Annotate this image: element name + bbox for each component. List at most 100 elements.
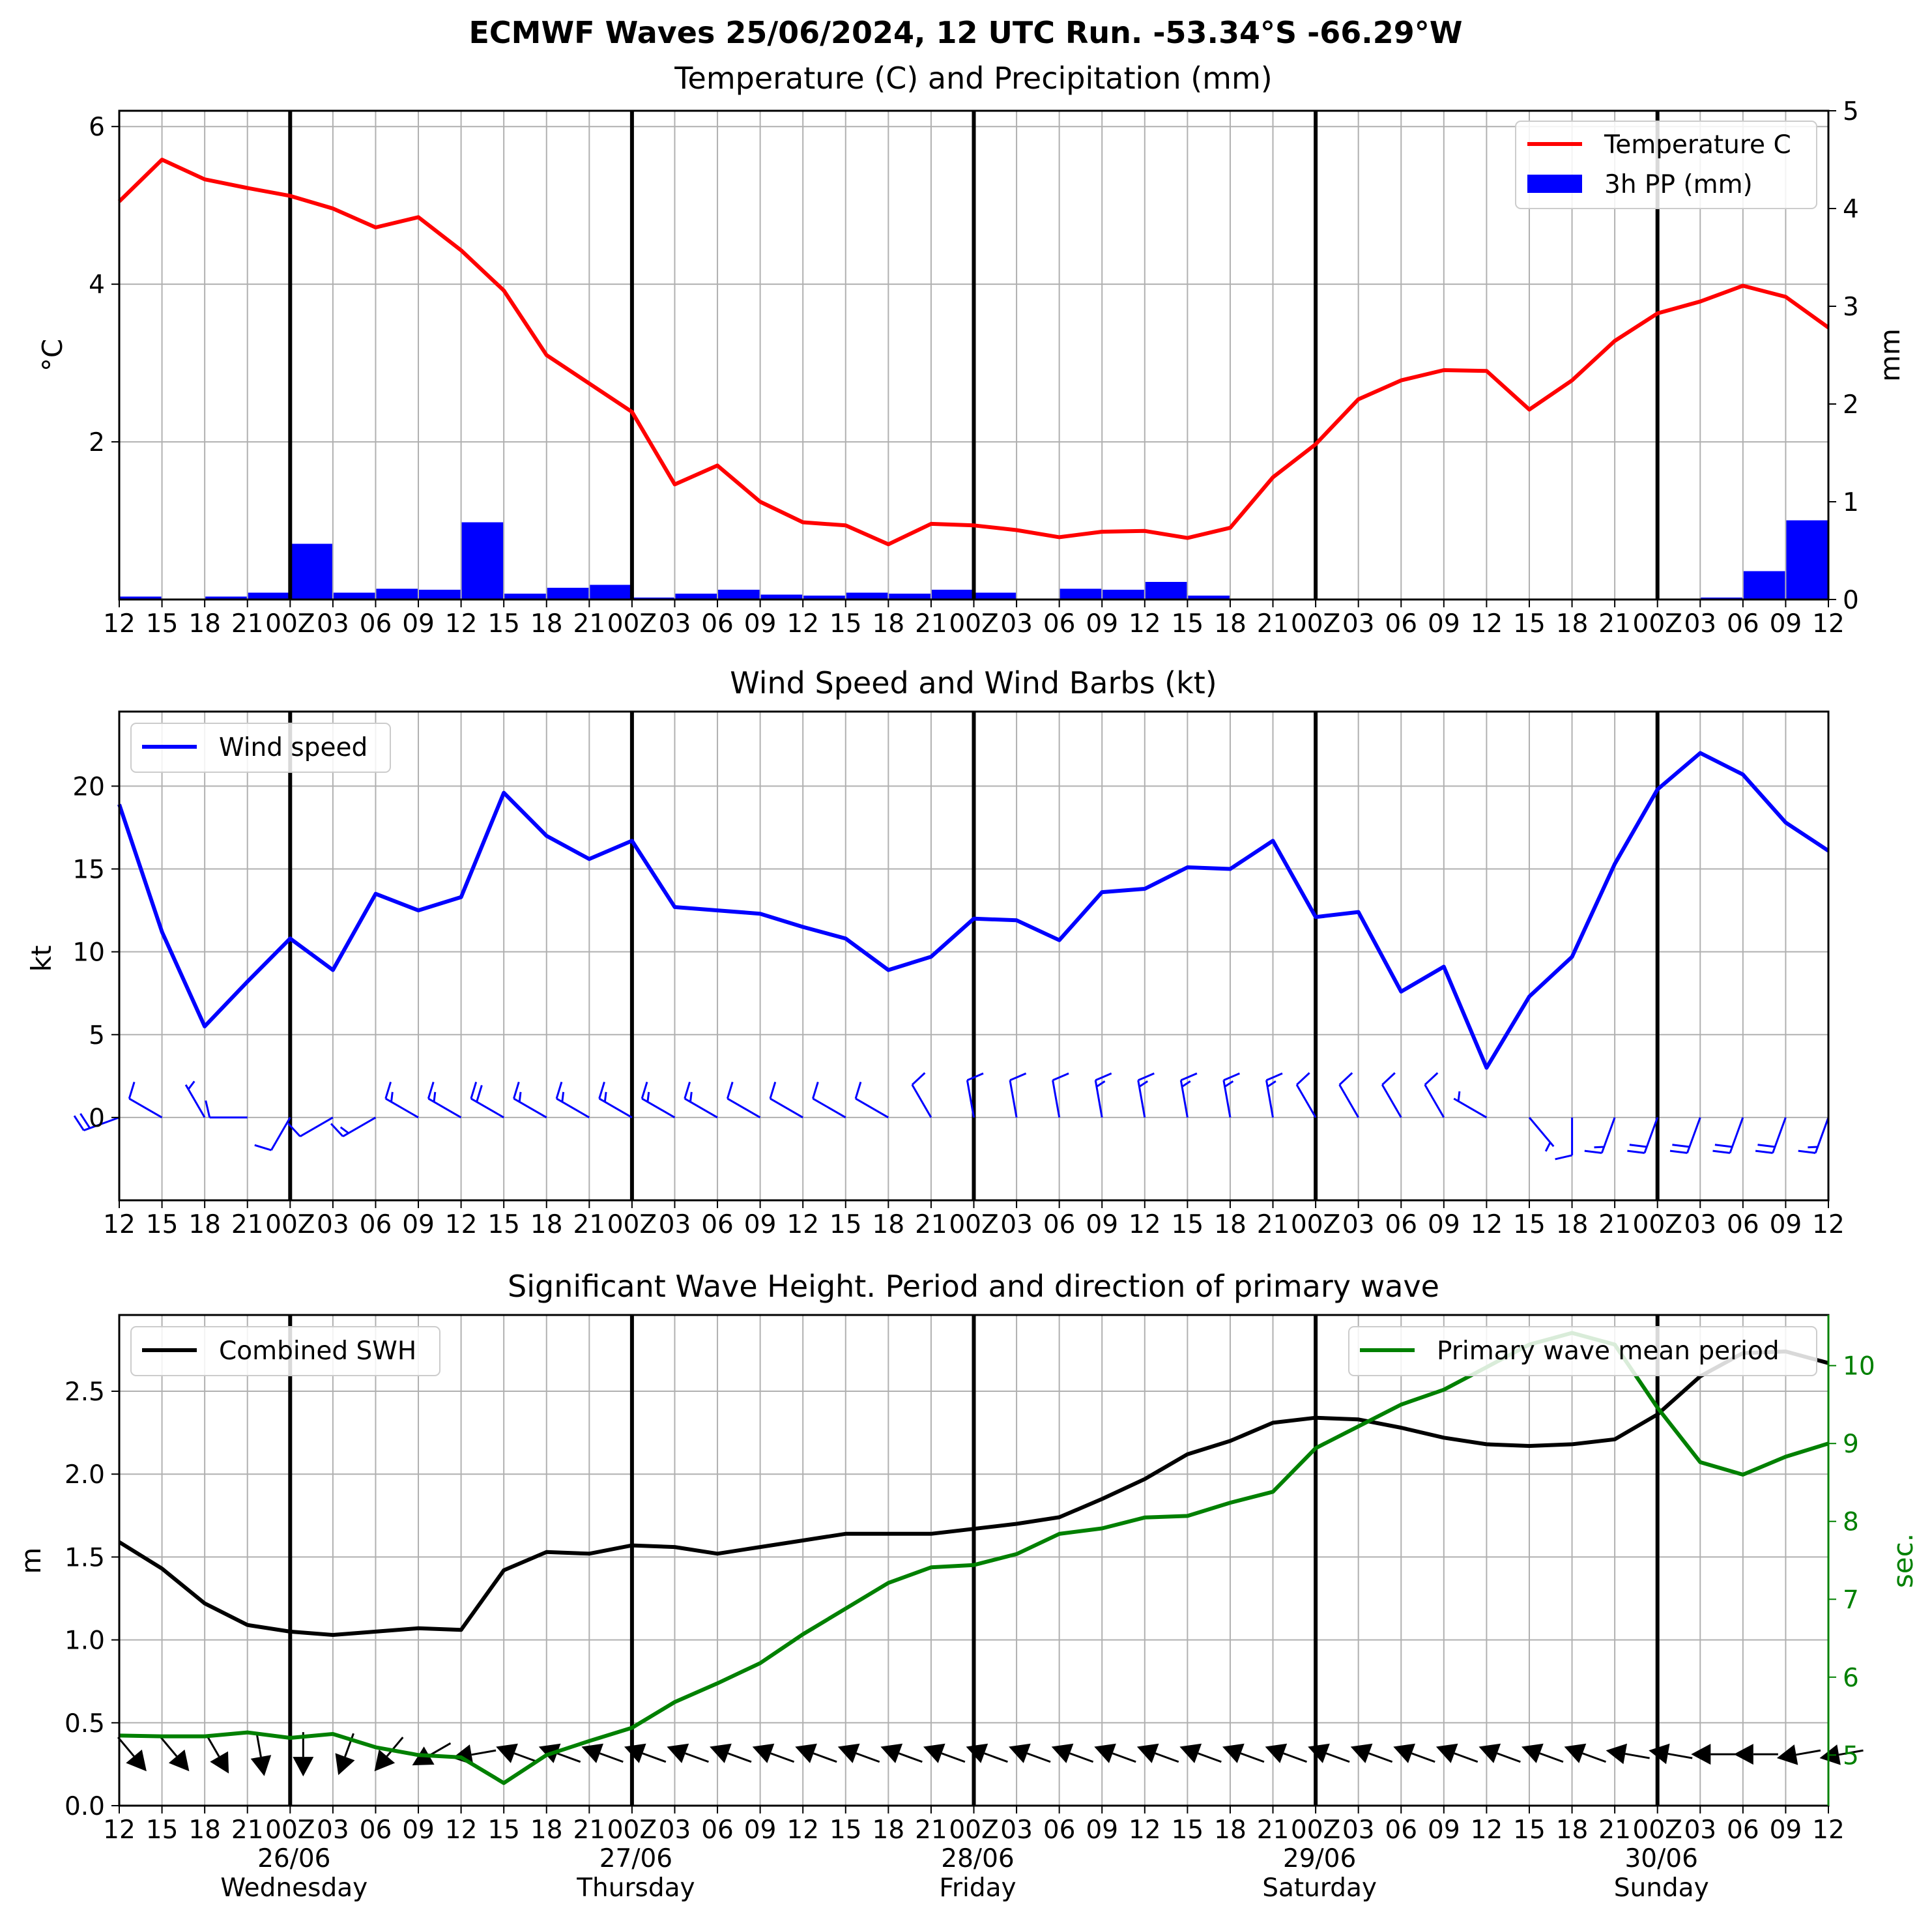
x-tick-label: 06 bbox=[701, 1815, 734, 1845]
y-tick-label: 1.0 bbox=[65, 1626, 105, 1656]
swh-legend: Combined SWH bbox=[130, 1326, 440, 1376]
x-tick-label: 15 bbox=[829, 1210, 862, 1239]
day-weekday-label: Wednesday bbox=[220, 1873, 368, 1903]
precipitation-bar bbox=[376, 588, 418, 599]
wind-barb bbox=[287, 1116, 334, 1138]
precipitation-bar bbox=[846, 592, 888, 599]
y-tick-label: 3 bbox=[1843, 293, 1859, 322]
precipitation-bar bbox=[803, 596, 845, 599]
x-tick-label: 06 bbox=[360, 1210, 392, 1239]
wind-barb bbox=[641, 1081, 676, 1119]
temperature-legend-box bbox=[1515, 121, 1817, 209]
x-tick-label: 03 bbox=[317, 1210, 349, 1239]
precipitation-bar bbox=[931, 590, 973, 599]
wave-direction-arrow-shaft bbox=[1624, 1752, 1650, 1759]
wind-y-label: kt bbox=[25, 946, 57, 972]
precipitation-bar bbox=[974, 592, 1016, 599]
wind-barb bbox=[1338, 1072, 1359, 1118]
wave-direction-arrow-shaft bbox=[941, 1752, 966, 1763]
wave-direction-arrow-head bbox=[624, 1743, 646, 1763]
x-tick-label: 06 bbox=[1043, 609, 1076, 639]
x-tick-label: 15 bbox=[829, 1815, 862, 1845]
wind-barb bbox=[1798, 1117, 1830, 1154]
y-tick-label: 2.0 bbox=[65, 1460, 105, 1490]
wave-direction-arrow-shaft bbox=[344, 1733, 354, 1757]
y-tick-label: 5 bbox=[89, 1021, 105, 1050]
wind-barb bbox=[1453, 1091, 1488, 1119]
x-tick-label: 12 bbox=[103, 1210, 136, 1239]
x-tick-label: 00Z bbox=[607, 1210, 657, 1239]
x-tick-label: 15 bbox=[487, 1210, 520, 1239]
x-tick-label: 18 bbox=[188, 1210, 221, 1239]
swh-y-ticks: 0.0 0.5 1.0 1.5 2.0 2.5 bbox=[65, 1378, 119, 1821]
temperature-x-ticks: 12 15 18 21 00Z 03 06 09 12 15 18 21 00Z 03 06 09 12 15 18… bbox=[103, 599, 1845, 639]
x-tick-label: 06 bbox=[360, 1815, 392, 1845]
x-tick-label: 06 bbox=[701, 1210, 734, 1239]
wind-barb bbox=[470, 1081, 504, 1119]
wind-barb bbox=[205, 1100, 248, 1119]
x-tick-label: 00Z bbox=[607, 609, 657, 639]
wave-direction-arrow-head bbox=[710, 1743, 732, 1763]
wave-direction-arrow-head bbox=[923, 1743, 945, 1763]
y-tick-label: 10 bbox=[72, 938, 105, 968]
day-date-label: 28/06 bbox=[941, 1844, 1014, 1873]
x-tick-label: 06 bbox=[360, 609, 392, 639]
x-tick-label: 12 bbox=[445, 1210, 478, 1239]
wind-barb bbox=[1755, 1117, 1787, 1154]
wave-direction-arrow-shaft bbox=[856, 1752, 880, 1763]
x-tick-label: 18 bbox=[530, 609, 563, 639]
x-tick-label: 03 bbox=[317, 609, 349, 639]
temperature-y-label: °C bbox=[36, 339, 68, 371]
wave-direction-arrow-shaft bbox=[1667, 1752, 1693, 1759]
period-y-label: sec. bbox=[1887, 1533, 1919, 1588]
wave-direction-arrow-shaft bbox=[471, 1749, 497, 1756]
wave-direction-arrow-shaft bbox=[984, 1752, 1008, 1763]
x-tick-label: 03 bbox=[1342, 1815, 1375, 1845]
x-tick-label: 00Z bbox=[949, 609, 998, 639]
y-tick-label: 2.5 bbox=[65, 1378, 105, 1407]
wind-barb bbox=[1009, 1072, 1027, 1118]
wind-barb bbox=[1424, 1072, 1445, 1118]
wave-direction-arrow-shaft bbox=[1325, 1752, 1350, 1763]
x-tick-label: 12 bbox=[1129, 1210, 1161, 1239]
x-tick-label: 00Z bbox=[265, 1210, 315, 1239]
x-tick-label: 15 bbox=[1172, 609, 1204, 639]
precipitation-bar bbox=[547, 588, 589, 599]
precipitation-bar bbox=[419, 590, 461, 599]
wave-direction-arrow-head bbox=[1606, 1743, 1627, 1765]
y-tick-label: 15 bbox=[72, 856, 105, 885]
x-tick-label: 21 bbox=[1598, 1210, 1631, 1239]
x-tick-label: 15 bbox=[829, 609, 862, 639]
x-tick-label: 09 bbox=[402, 1815, 435, 1845]
wind-legend-label: Wind speed bbox=[219, 733, 368, 762]
wind-y-ticks: 0 5 10 15 20 bbox=[72, 772, 119, 1133]
wind-barb bbox=[1584, 1117, 1616, 1154]
x-tick-label: 09 bbox=[1086, 609, 1118, 639]
temperature-day-separators bbox=[288, 111, 1660, 599]
precipitation-bar bbox=[1060, 588, 1102, 599]
swh-line bbox=[118, 1350, 1829, 1637]
wind-barb bbox=[1555, 1117, 1574, 1161]
wave-direction-arrow-head bbox=[1691, 1744, 1711, 1765]
x-tick-label: 21 bbox=[915, 609, 947, 639]
precipitation-bar bbox=[675, 594, 717, 599]
wave-direction-arrow-head bbox=[1009, 1743, 1031, 1763]
wave-direction-arrow-head bbox=[880, 1743, 903, 1763]
wave-direction-arrow-shaft bbox=[685, 1752, 709, 1763]
x-tick-label: 03 bbox=[1684, 609, 1716, 639]
y-tick-label: 2 bbox=[89, 428, 105, 457]
x-tick-label: 00Z bbox=[265, 1815, 315, 1845]
wave-direction-arrow-head bbox=[795, 1743, 817, 1763]
day-weekday-label: Sunday bbox=[1614, 1873, 1709, 1903]
x-tick-label: 18 bbox=[872, 1210, 905, 1239]
wind-barb bbox=[1669, 1117, 1701, 1154]
swh-y-label: m bbox=[15, 1548, 47, 1574]
y-tick-label: 4 bbox=[1843, 195, 1859, 224]
x-tick-label: 12 bbox=[103, 609, 136, 639]
wind-speed-line bbox=[117, 751, 1830, 1070]
precipitation-bar bbox=[718, 590, 760, 599]
x-tick-label: 09 bbox=[1428, 1815, 1460, 1845]
wave-direction-arrow-head bbox=[837, 1743, 860, 1763]
wind-barb bbox=[184, 1080, 206, 1118]
